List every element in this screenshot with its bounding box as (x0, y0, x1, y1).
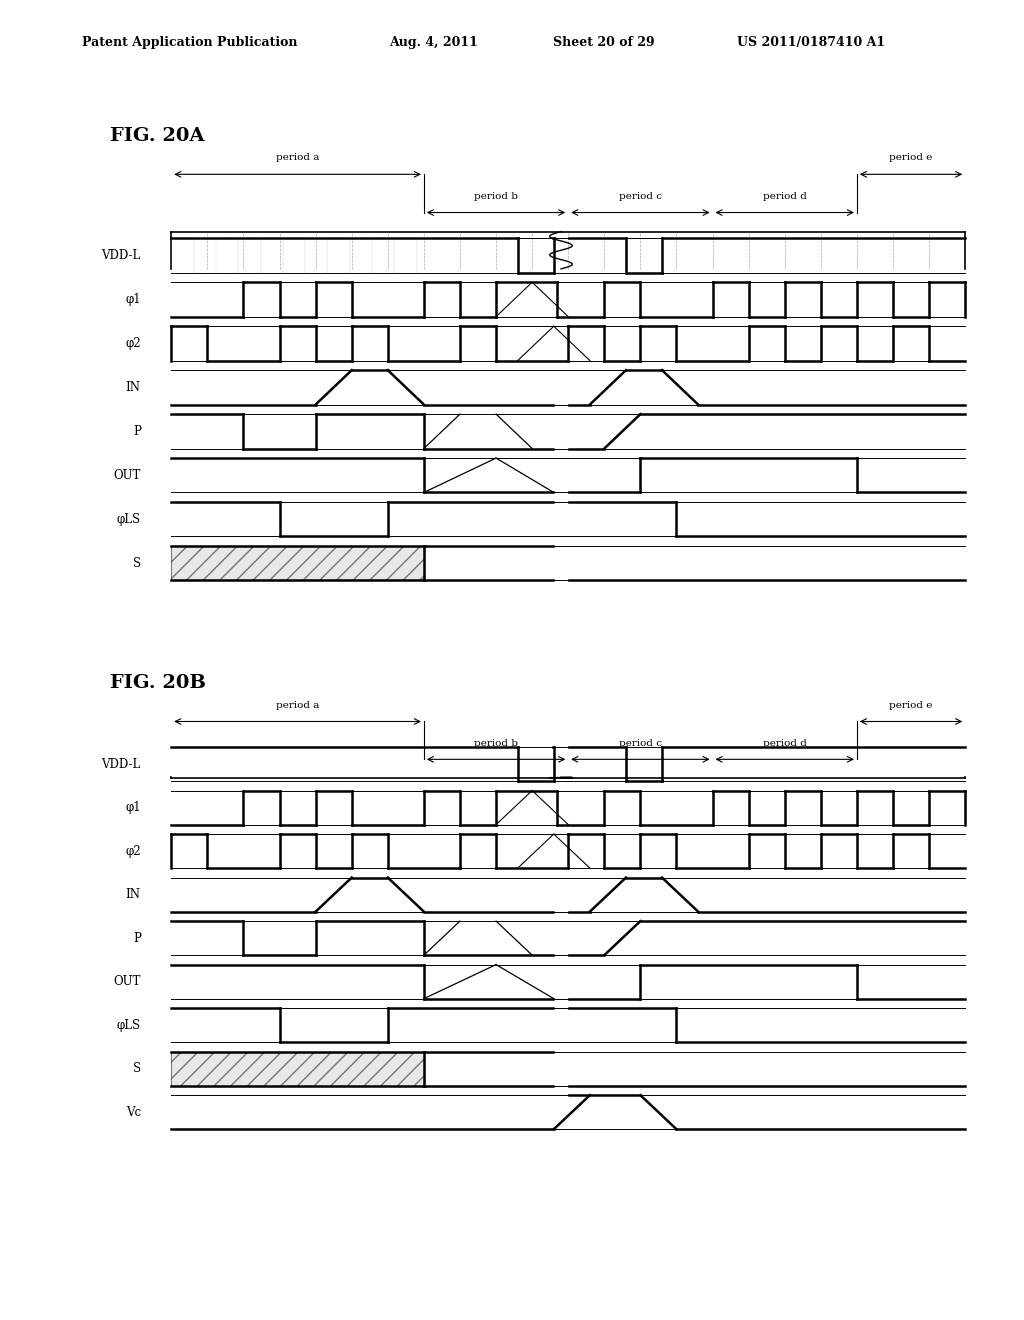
Text: φ1: φ1 (125, 801, 140, 814)
Text: period c: period c (618, 738, 662, 747)
Text: US 2011/0187410 A1: US 2011/0187410 A1 (737, 36, 886, 49)
Text: φ1: φ1 (125, 293, 140, 306)
Text: Aug. 4, 2011: Aug. 4, 2011 (389, 36, 478, 49)
Text: period a: period a (275, 701, 319, 710)
Text: IN: IN (126, 888, 140, 902)
Text: IN: IN (126, 381, 140, 393)
Text: OUT: OUT (114, 975, 140, 989)
Text: S: S (133, 557, 140, 570)
Text: period b: period b (474, 738, 518, 747)
Bar (171, 546, 424, 581)
Text: Sheet 20 of 29: Sheet 20 of 29 (553, 36, 654, 49)
Text: VDD-L: VDD-L (101, 249, 140, 261)
Text: φLS: φLS (117, 1019, 140, 1032)
Text: period e: period e (890, 701, 933, 710)
Text: period c: period c (618, 191, 662, 201)
Text: period d: period d (763, 738, 807, 747)
Text: φ2: φ2 (125, 845, 140, 858)
Text: P: P (133, 425, 140, 438)
Text: P: P (133, 932, 140, 945)
Text: period d: period d (763, 191, 807, 201)
Text: Vc: Vc (126, 1106, 140, 1118)
Text: OUT: OUT (114, 469, 140, 482)
Text: VDD-L: VDD-L (101, 758, 140, 771)
Text: period b: period b (474, 191, 518, 201)
Text: φLS: φLS (117, 512, 140, 525)
Text: FIG. 20B: FIG. 20B (111, 675, 206, 692)
Text: S: S (133, 1063, 140, 1076)
Text: period a: period a (275, 153, 319, 162)
Text: period e: period e (890, 153, 933, 162)
Text: φ2: φ2 (125, 337, 140, 350)
Text: FIG. 20A: FIG. 20A (111, 127, 205, 144)
Text: Patent Application Publication: Patent Application Publication (82, 36, 297, 49)
Bar (171, 1052, 424, 1085)
